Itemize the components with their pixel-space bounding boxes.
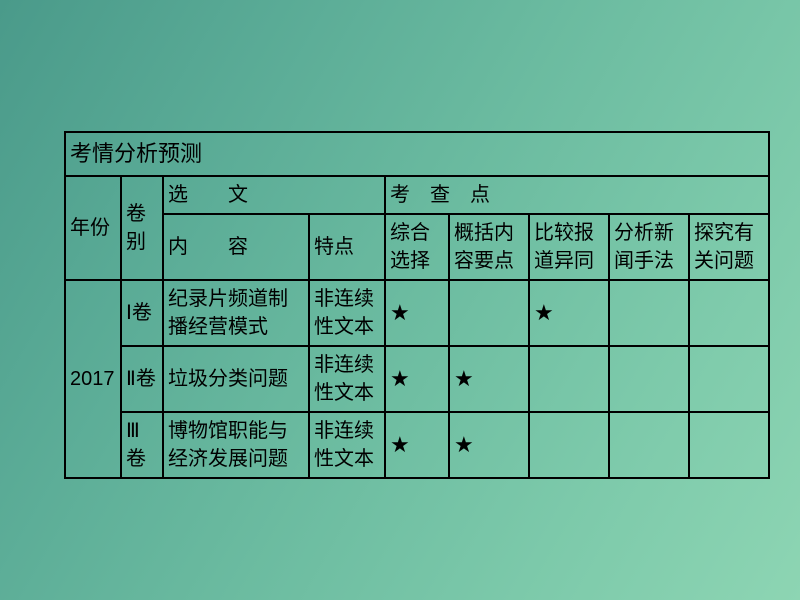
table-title: 考情分析预测 bbox=[65, 132, 769, 177]
cell-mark-k2: ★ bbox=[449, 412, 529, 478]
header-content: 内 容 bbox=[163, 214, 309, 280]
cell-mark-k3: ★ bbox=[529, 280, 609, 346]
cell-mark-k1: ★ bbox=[385, 412, 449, 478]
cell-mark-k1: ★ bbox=[385, 280, 449, 346]
header-k5: 探究有关问题 bbox=[689, 214, 769, 280]
header-essay-group: 选 文 bbox=[163, 176, 385, 214]
cell-year: 2017 bbox=[65, 280, 121, 478]
cell-feature: 非连续性文本 bbox=[309, 412, 385, 478]
header-vol: 卷别 bbox=[121, 176, 163, 280]
header-feature: 特点 bbox=[309, 214, 385, 280]
table-row: 2017 Ⅰ卷 纪录片频道制播经营模式 非连续性文本 ★ ★ bbox=[65, 280, 769, 346]
cell-vol: Ⅰ卷 bbox=[121, 280, 163, 346]
cell-mark-k2: ★ bbox=[449, 346, 529, 412]
cell-feature: 非连续性文本 bbox=[309, 346, 385, 412]
cell-mark-k4 bbox=[609, 346, 689, 412]
header-year: 年份 bbox=[65, 176, 121, 280]
cell-mark-k3 bbox=[529, 412, 609, 478]
cell-mark-k5 bbox=[689, 412, 769, 478]
cell-vol: Ⅲ卷 bbox=[121, 412, 163, 478]
header-exam-group: 考 查 点 bbox=[385, 176, 769, 214]
cell-vol: Ⅱ卷 bbox=[121, 346, 163, 412]
cell-content: 垃圾分类问题 bbox=[163, 346, 309, 412]
cell-mark-k3 bbox=[529, 346, 609, 412]
header-k3: 比较报道异同 bbox=[529, 214, 609, 280]
header-k2: 概括内容要点 bbox=[449, 214, 529, 280]
table-row: Ⅱ卷 垃圾分类问题 非连续性文本 ★ ★ bbox=[65, 346, 769, 412]
cell-mark-k5 bbox=[689, 346, 769, 412]
header-k4: 分析新闻手法 bbox=[609, 214, 689, 280]
title-row: 考情分析预测 bbox=[65, 132, 769, 177]
table-row: Ⅲ卷 博物馆职能与经济发展问题 非连续性文本 ★ ★ bbox=[65, 412, 769, 478]
cell-feature: 非连续性文本 bbox=[309, 280, 385, 346]
cell-mark-k4 bbox=[609, 412, 689, 478]
cell-mark-k4 bbox=[609, 280, 689, 346]
header-row-1: 年份 卷别 选 文 考 查 点 bbox=[65, 176, 769, 214]
table-container: 考情分析预测 年份 卷别 选 文 考 查 点 内 容 特点 综合选择 概括内容要… bbox=[64, 131, 736, 480]
header-k1: 综合选择 bbox=[385, 214, 449, 280]
cell-content: 博物馆职能与经济发展问题 bbox=[163, 412, 309, 478]
cell-mark-k2 bbox=[449, 280, 529, 346]
header-row-2: 内 容 特点 综合选择 概括内容要点 比较报道异同 分析新闻手法 探究有关问题 bbox=[65, 214, 769, 280]
exam-analysis-table: 考情分析预测 年份 卷别 选 文 考 查 点 内 容 特点 综合选择 概括内容要… bbox=[64, 131, 770, 480]
cell-content: 纪录片频道制播经营模式 bbox=[163, 280, 309, 346]
cell-mark-k5 bbox=[689, 280, 769, 346]
cell-mark-k1: ★ bbox=[385, 346, 449, 412]
